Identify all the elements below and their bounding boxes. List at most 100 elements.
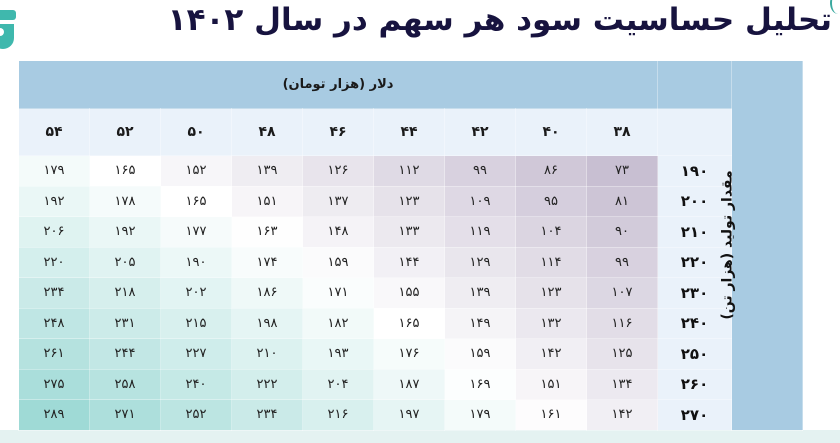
table-row: ۲۶۰ ۱۳۴ ۱۵۱ ۱۶۹ ۱۸۷ ۲۰۴ ۲۲۲ ۲۴۰ ۲۵۸ ۲۷۵: [18, 368, 803, 400]
table-cell: ۱۲۹: [444, 246, 516, 278]
header-row-group: مقدار تولید (هزار تن) دلار (هزار تومان): [18, 60, 803, 431]
column-header: ۵۰: [160, 108, 232, 156]
table-cell: ۱۰۷: [586, 277, 658, 309]
table-row: ۲۳۰ ۱۰۷ ۱۲۳ ۱۳۹ ۱۵۵ ۱۷۱ ۱۸۶ ۲۰۲ ۲۱۸ ۲۳۴: [18, 277, 803, 309]
table-row: ۲۱۰ ۹۰ ۱۰۴ ۱۱۹ ۱۳۳ ۱۴۸ ۱۶۳ ۱۷۷ ۱۹۲ ۲۰۶: [18, 216, 803, 248]
table-cell: ۱۷۹: [444, 399, 516, 431]
table-cell: ۲۰۲: [160, 277, 232, 309]
table-cell: ۱۹۲: [89, 216, 161, 248]
table-cell: ۱۷۹: [18, 155, 90, 187]
table-cell: ۱۷۸: [89, 185, 161, 217]
column-header: ۴۴: [373, 108, 445, 156]
table-cell: ۱۳۹: [231, 155, 303, 187]
table-cell: ۲۱۵: [160, 307, 232, 339]
table-cell: ۱۹۳: [302, 338, 374, 370]
row-header: ۲۲۰: [657, 246, 732, 278]
table-cell: ۲۵۲: [160, 399, 232, 431]
row-header: ۲۶۰: [657, 368, 732, 400]
table-cell: ۱۱۶: [586, 307, 658, 339]
table-cell: ۱۴۴: [373, 246, 445, 278]
table-cell: ۱۶۱: [515, 399, 587, 431]
table-cell: ۲۴۴: [89, 338, 161, 370]
table-cell: ۱۵۲: [160, 155, 232, 187]
table-cell: ۱۲۵: [586, 338, 658, 370]
table-cell: ۲۱۸: [89, 277, 161, 309]
table-cell: ۲۲۷: [160, 338, 232, 370]
table-cell: ۱۴۲: [515, 338, 587, 370]
table-cell: ۲۲۲: [231, 368, 303, 400]
row-header: ۲۳۰: [657, 277, 732, 309]
table-cell: ۱۷۶: [373, 338, 445, 370]
table-cell: ۱۸۷: [373, 368, 445, 400]
header-corner-2: [657, 108, 732, 156]
column-header: ۴۰: [515, 108, 587, 156]
column-header: ۵۲: [89, 108, 161, 156]
table-cell: ۱۸۲: [302, 307, 374, 339]
row-header: ۲۴۰: [657, 307, 732, 339]
table-row: ۲۷۰ ۱۴۲ ۱۶۱ ۱۷۹ ۱۹۷ ۲۱۶ ۲۳۴ ۲۵۲ ۲۷۱ ۲۸۹: [18, 399, 803, 431]
table-cell: ۱۱۴: [515, 246, 587, 278]
row-header: ۲۵۰: [657, 338, 732, 370]
table-cell: ۲۴۰: [160, 368, 232, 400]
sensitivity-table: مقدار تولید (هزار تن) دلار (هزار تومان) …: [18, 60, 803, 431]
table-cell: ۱۷۷: [160, 216, 232, 248]
bottom-watermark-strip: [0, 430, 840, 443]
table-cell: ۱۰۹: [444, 185, 516, 217]
row-header: ۱۹۰: [657, 155, 732, 187]
table-cell: ۲۶۱: [18, 338, 90, 370]
table-cell: ۲۲۰: [18, 246, 90, 278]
table-cell: ۱۴۲: [586, 399, 658, 431]
row-header: ۲۱۰: [657, 216, 732, 248]
table-cell: ۹۹: [444, 155, 516, 187]
table-cell: ۱۷۱: [302, 277, 374, 309]
table-cell: ۱۹۸: [231, 307, 303, 339]
column-header: ۴۸: [231, 108, 303, 156]
table-cell: ۱۹۰: [160, 246, 232, 278]
column-header: ۵۴: [18, 108, 90, 156]
row-header: ۲۷۰: [657, 399, 732, 431]
table-cell: ۱۹۷: [373, 399, 445, 431]
table-cell: ۲۷۱: [89, 399, 161, 431]
column-header: ۴۲: [444, 108, 516, 156]
table-cell: ۱۶۹: [444, 368, 516, 400]
table-cell: ۱۶۵: [373, 307, 445, 339]
table-cell: ۱۱۹: [444, 216, 516, 248]
table-cell: ۲۰۶: [18, 216, 90, 248]
table-cell: ۱۵۱: [515, 368, 587, 400]
table-cell: ۱۵۹: [302, 246, 374, 278]
table-cell: ۲۱۰: [231, 338, 303, 370]
table-cell: ۲۴۸: [18, 307, 90, 339]
table-cell: ۸۱: [586, 185, 658, 217]
table-cell: ۱۳۹: [444, 277, 516, 309]
logo-icon: [0, 10, 16, 49]
row-header: ۲۰۰: [657, 185, 732, 217]
table-row: ۲۲۰ ۹۹ ۱۱۴ ۱۲۹ ۱۴۴ ۱۵۹ ۱۷۴ ۱۹۰ ۲۰۵ ۲۲۰: [18, 246, 803, 278]
column-group-label: دلار (هزار تومان): [18, 60, 658, 109]
table-cell: ۷۳: [586, 155, 658, 187]
table-cell: ۲۱۶: [302, 399, 374, 431]
table-cell: ۲۵۸: [89, 368, 161, 400]
header-corner: [657, 60, 732, 109]
table-cell: ۲۷۵: [18, 368, 90, 400]
table-cell: ۲۸۹: [18, 399, 90, 431]
column-header: ۳۸: [586, 108, 658, 156]
table-cell: ۱۴۸: [302, 216, 374, 248]
table-cell: ۱۹۲: [18, 185, 90, 217]
table-cell: ۱۱۲: [373, 155, 445, 187]
decorative-arc: [830, 0, 840, 14]
table-cell: ۱۷۴: [231, 246, 303, 278]
table-cell: ۲۳۱: [89, 307, 161, 339]
table-row: ۱۹۰ ۷۳ ۸۶ ۹۹ ۱۱۲ ۱۲۶ ۱۳۹ ۱۵۲ ۱۶۵ ۱۷۹: [18, 155, 803, 187]
table-cell: ۱۲۳: [515, 277, 587, 309]
table-cell: ۸۶: [515, 155, 587, 187]
table-cell: ۱۶۵: [89, 155, 161, 187]
table-cell: ۲۰۵: [89, 246, 161, 278]
table-cell: ۱۳۳: [373, 216, 445, 248]
header-row-columns: ۳۸ ۴۰ ۴۲ ۴۴ ۴۶ ۴۸ ۵۰ ۵۲ ۵۴: [18, 108, 803, 156]
table-cell: ۱۳۲: [515, 307, 587, 339]
table-cell: ۲۳۴: [18, 277, 90, 309]
table-cell: ۱۵۹: [444, 338, 516, 370]
table-cell: ۱۴۹: [444, 307, 516, 339]
table-cell: ۹۹: [586, 246, 658, 278]
table-row: ۲۵۰ ۱۲۵ ۱۴۲ ۱۵۹ ۱۷۶ ۱۹۳ ۲۱۰ ۲۲۷ ۲۴۴ ۲۶۱: [18, 338, 803, 370]
